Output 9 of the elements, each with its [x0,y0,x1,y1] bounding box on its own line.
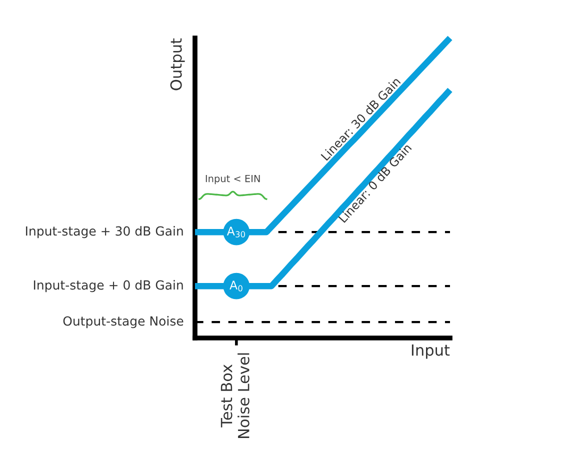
ref-line-label: Output-stage Noise [63,316,184,328]
annotation: A$_{0}$ [230,280,242,292]
ref-line-label: Input-stage + 0 dB Gain [34,280,183,292]
ref-line-label: Input-stage + 30 dB Gain [26,226,183,238]
text: Test Box Noise Level [220,353,250,438]
x-axis-title: Input [412,344,450,359]
annotation: Input < EIN [206,174,260,184]
annotation: A$_{30}$ [226,226,246,238]
y-axis-title: Output [170,38,185,90]
